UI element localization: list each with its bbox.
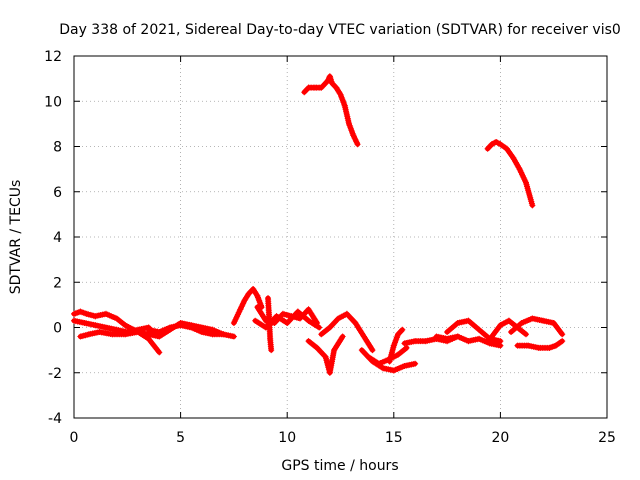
series-rise-15 bbox=[386, 326, 406, 365]
data-point-marker bbox=[339, 333, 346, 340]
data-point-marker bbox=[358, 347, 365, 354]
data-point-marker bbox=[559, 338, 566, 345]
series-spike-near-9 bbox=[265, 295, 275, 354]
data-point-marker bbox=[360, 348, 367, 355]
data-point-marker bbox=[318, 84, 325, 91]
y-axis-label: SDTVAR / TECUs bbox=[8, 180, 24, 295]
data-point-marker bbox=[314, 319, 321, 326]
data-series bbox=[71, 73, 566, 376]
series-morning-b bbox=[145, 322, 227, 338]
data-point-marker bbox=[495, 140, 502, 147]
series-rise-arc bbox=[230, 286, 265, 326]
x-tick-label: 20 bbox=[491, 430, 509, 446]
data-point-marker bbox=[412, 360, 419, 367]
y-tick-label: -2 bbox=[48, 366, 62, 382]
data-point-marker bbox=[402, 345, 409, 352]
y-tick-label: -4 bbox=[48, 411, 62, 427]
data-point-marker bbox=[521, 330, 528, 337]
y-tick-label: 6 bbox=[53, 185, 62, 201]
data-point-marker bbox=[156, 349, 163, 356]
x-tick-label: 10 bbox=[278, 430, 296, 446]
data-point-marker bbox=[230, 333, 237, 340]
x-tick-label: 0 bbox=[70, 430, 79, 446]
data-point-marker bbox=[497, 342, 504, 349]
series-late-lower bbox=[514, 338, 566, 351]
series-dip-near-12 bbox=[305, 333, 346, 376]
data-point-marker bbox=[522, 331, 529, 338]
data-point-marker bbox=[354, 141, 361, 148]
data-point-marker bbox=[120, 321, 127, 328]
y-tick-label: 10 bbox=[44, 94, 62, 110]
x-axis-label: GPS time / hours bbox=[281, 458, 398, 474]
series-flat-19-20 bbox=[433, 333, 504, 349]
y-tick-label: 8 bbox=[53, 140, 62, 156]
data-point-marker bbox=[361, 349, 368, 356]
x-tick-label: 25 bbox=[598, 430, 616, 446]
y-tick-label: 2 bbox=[53, 275, 62, 291]
data-point-marker bbox=[316, 324, 323, 331]
data-point-marker bbox=[559, 331, 566, 338]
y-tick-label: 12 bbox=[44, 49, 62, 65]
data-point-marker bbox=[320, 81, 327, 88]
y-tick-label: 4 bbox=[53, 230, 62, 246]
data-point-marker bbox=[284, 319, 291, 326]
grid-lines bbox=[74, 56, 607, 418]
data-point-marker bbox=[285, 318, 292, 325]
x-tick-label: 5 bbox=[176, 430, 185, 446]
series-high-arc-20 bbox=[484, 138, 536, 209]
data-point-marker bbox=[529, 202, 536, 209]
data-point-marker bbox=[220, 331, 227, 338]
data-point-marker bbox=[558, 329, 565, 336]
data-point-marker bbox=[322, 80, 329, 87]
y-tick-label: 0 bbox=[53, 321, 62, 337]
data-point-marker bbox=[253, 291, 260, 298]
data-point-marker bbox=[399, 326, 406, 333]
data-point-marker bbox=[268, 347, 275, 354]
data-point-marker bbox=[304, 85, 311, 92]
data-point-marker bbox=[321, 352, 328, 359]
data-point-marker bbox=[336, 90, 343, 97]
series-hump-near-12.5 bbox=[318, 310, 376, 354]
data-point-marker bbox=[369, 347, 376, 354]
series-high-arc-11 bbox=[301, 73, 361, 148]
series-late-upper bbox=[508, 315, 566, 338]
axis-ticks: 0 5 10 15 20 25 -4 -2 0 2 4 6 8 10 12 bbox=[44, 49, 616, 446]
data-point-marker bbox=[398, 327, 405, 334]
data-point-marker bbox=[319, 83, 326, 90]
chart-title: Day 338 of 2021, Sidereal Day-to-day VTE… bbox=[59, 22, 621, 38]
x-tick-label: 15 bbox=[385, 430, 403, 446]
